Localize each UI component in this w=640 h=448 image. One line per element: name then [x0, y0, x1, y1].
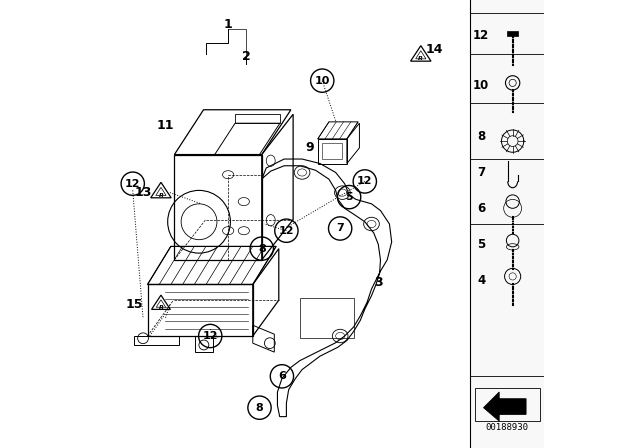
Bar	[148, 284, 253, 336]
Bar	[174, 155, 262, 260]
Text: 6: 6	[477, 202, 485, 215]
Text: 12: 12	[278, 226, 294, 236]
Text: R: R	[159, 193, 163, 198]
Text: 5: 5	[477, 237, 485, 251]
Text: 13: 13	[134, 186, 152, 199]
Text: 2: 2	[242, 49, 250, 63]
Text: 7: 7	[477, 166, 485, 179]
Text: 4: 4	[477, 273, 485, 287]
Bar	[317, 139, 347, 164]
Text: 12: 12	[125, 179, 141, 189]
Bar	[323, 143, 342, 159]
Text: 10: 10	[314, 76, 330, 86]
Text: 12: 12	[473, 29, 490, 43]
Text: 6: 6	[278, 371, 286, 381]
Text: 8: 8	[477, 130, 485, 143]
Text: R: R	[159, 305, 163, 310]
Text: 11: 11	[157, 119, 174, 132]
Text: 15: 15	[125, 298, 143, 311]
Text: 9: 9	[306, 141, 314, 155]
Text: 12: 12	[202, 331, 218, 341]
Bar	[475, 388, 540, 421]
Text: 14: 14	[426, 43, 443, 56]
Text: 8: 8	[258, 244, 266, 254]
Text: 00188930: 00188930	[486, 423, 529, 432]
Text: R: R	[419, 56, 423, 61]
Polygon shape	[484, 392, 526, 421]
Text: 3: 3	[374, 276, 383, 289]
Text: 1: 1	[224, 18, 232, 31]
Bar	[300, 298, 354, 338]
Text: 8: 8	[255, 403, 264, 413]
Bar	[470, 0, 544, 448]
Text: 7: 7	[336, 224, 344, 233]
Text: 5: 5	[346, 192, 353, 202]
Text: 12: 12	[357, 177, 372, 186]
Text: 10: 10	[473, 78, 490, 92]
Bar	[508, 31, 518, 36]
